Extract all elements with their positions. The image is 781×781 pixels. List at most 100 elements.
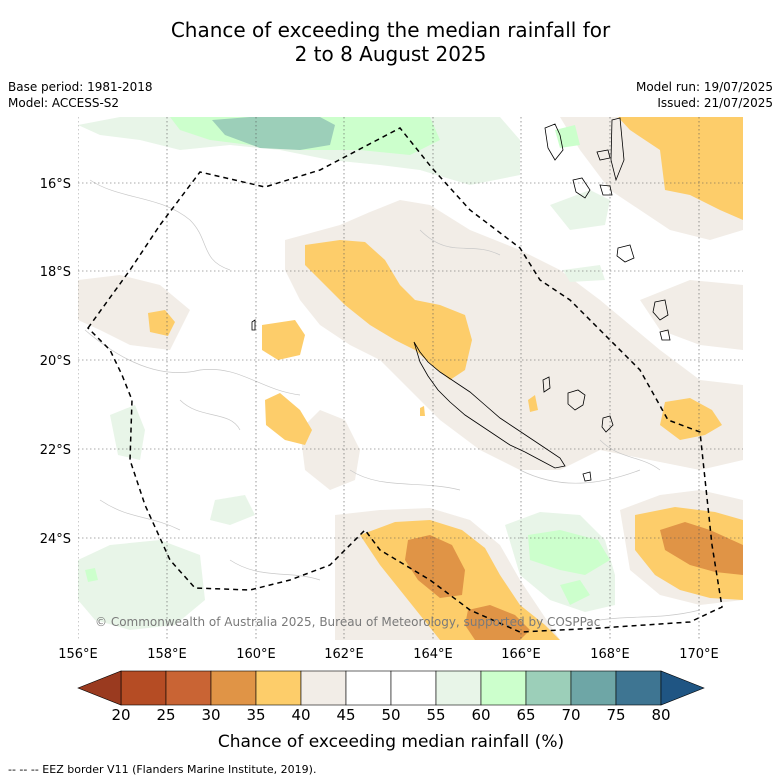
isle-of-pines	[582, 471, 592, 482]
colorbar-tick-label: 60	[471, 706, 490, 724]
colorbar-tick-label: 25	[156, 706, 175, 724]
gridlines	[78, 117, 743, 640]
colorbar-swatch	[120, 670, 167, 706]
vanuatu-small-island	[659, 329, 671, 341]
colorbar-tick-label: 70	[561, 706, 580, 724]
eez-footnote: -- -- -- EEZ border V11 (Flanders Marine…	[8, 763, 317, 776]
colorbar-swatch	[345, 670, 392, 706]
loyalty-island-ouvea	[542, 376, 551, 393]
colorbar-tick-label: 30	[201, 706, 220, 724]
orange-region-east-upper	[618, 117, 743, 220]
beige-region-east-mid	[640, 280, 743, 350]
colorbar-tick-label: 35	[246, 706, 265, 724]
dark-orange-region-south-bottom	[465, 605, 530, 640]
lon-label-168e: 168°E	[590, 647, 630, 662]
copyright-text: © Commonwealth of Australia 2025, Bureau…	[95, 615, 600, 629]
colorbar-swatch	[165, 670, 212, 706]
beige-region-middle-small	[300, 410, 360, 490]
base-period-text: Base period: 1981-2018	[8, 80, 153, 94]
colorbar-swatch	[300, 670, 347, 706]
colorbar-over-arrow	[660, 670, 705, 706]
colorbar-tick-label: 50	[381, 706, 400, 724]
latitude-labels: 16°S 18°S 20°S 22°S 24°S	[40, 177, 71, 547]
colorbar-swatch	[435, 670, 482, 706]
colorbar-tick-label: 20	[111, 706, 130, 724]
contour-lines	[84, 179, 701, 621]
colorbar-tick-labels: 20 25 30 35 40 45 50 55 60 65 70 75 80	[111, 706, 670, 724]
dark-orange-region-south	[405, 535, 465, 598]
light-green-small-south	[560, 580, 590, 605]
colorbar-tick-label: 65	[516, 706, 535, 724]
chesterfield-island	[251, 319, 256, 331]
colorbar-title: Chance of exceeding median rainfall (%)	[218, 732, 564, 752]
green-region-far-east	[563, 265, 605, 282]
teal-region-north	[212, 117, 335, 150]
lat-label-22s: 22°S	[40, 443, 71, 458]
new-caledonia-coastline	[413, 341, 566, 469]
colorbar-swatch	[615, 670, 662, 706]
orange-region-east-mid	[660, 398, 722, 440]
lat-label-20s: 20°S	[40, 354, 71, 369]
lon-label-162e: 162°E	[324, 647, 364, 662]
colorbar-boxes	[120, 670, 662, 706]
orange-region-mid-left	[262, 320, 305, 360]
green-region-east-small	[550, 190, 610, 230]
lon-label-170e: 170°E	[679, 647, 719, 662]
green-region-southwest-small	[210, 495, 255, 525]
lat-label-16s: 16°S	[40, 177, 71, 192]
colorbar-swatch	[525, 670, 572, 706]
colorbar-tick-label: 45	[336, 706, 355, 724]
light-green-small-west	[85, 568, 98, 582]
model-run-text: Model run: 19/07/2025	[635, 80, 773, 94]
vanuatu-island-b	[610, 117, 625, 182]
probability-30-35-regions	[405, 522, 743, 640]
colorbar-tick-label: 75	[606, 706, 625, 724]
meta-left: Base period: 1981-2018 Model: ACCESS-S2	[8, 79, 153, 111]
model-text: Model: ACCESS-S2	[8, 96, 120, 110]
title-line-1: Chance of exceeding the median rainfall …	[170, 18, 611, 42]
green-region-southwest	[78, 540, 205, 630]
lon-label-164e: 164°E	[413, 647, 453, 662]
orange-region-lower-left	[265, 393, 312, 445]
orange-region-west-small	[148, 310, 175, 336]
green-region-west-lower	[110, 405, 145, 460]
light-green-region-south	[528, 530, 610, 575]
orange-region-central	[305, 240, 472, 380]
eez-border	[87, 127, 723, 633]
loyalty-island-lifou	[567, 389, 586, 411]
rainfall-map: © Commonwealth of Australia 2025, Bureau…	[78, 117, 743, 640]
colorbar-swatch	[570, 670, 617, 706]
meta-right: Model run: 19/07/2025 Issued: 21/07/2025	[636, 79, 773, 111]
colorbar: 20 25 30 35 40 45 50 55 60 65 70 75 80 Chance of exc…	[77, 670, 705, 752]
coastlines	[251, 117, 671, 482]
orange-region-tiny	[420, 406, 425, 416]
lon-label-166e: 166°E	[501, 647, 541, 662]
lat-label-24s: 24°S	[40, 532, 71, 547]
beige-region-central	[285, 200, 743, 470]
colorbar-tick-label: 55	[426, 706, 445, 724]
lon-label-158e: 158°E	[147, 647, 187, 662]
chart-title: Chance of exceeding the median rainfall …	[0, 18, 781, 66]
title-line-2: 2 to 8 August 2025	[294, 42, 487, 66]
issued-text: Issued: 21/07/2025	[657, 96, 773, 110]
longitude-labels: 156°E 158°E 160°E 162°E 164°E 166°E 168°…	[58, 647, 719, 662]
colorbar-tick-label: 80	[651, 706, 670, 724]
vanuatu-island-c	[599, 184, 613, 196]
colorbar-tick-label: 40	[291, 706, 310, 724]
colorbar-under-arrow	[77, 670, 122, 706]
lon-label-156e: 156°E	[58, 647, 98, 662]
vanuatu-efate	[616, 244, 635, 263]
probability-65-70-regions	[212, 117, 335, 150]
vanuatu-malakula	[572, 177, 591, 199]
vanuatu-espiritu-santo	[544, 123, 564, 161]
vanuatu-southern-island	[652, 299, 669, 321]
orange-region-small-east	[528, 395, 538, 412]
colorbar-swatch	[210, 670, 257, 706]
dark-orange-region-southeast	[660, 522, 743, 575]
colorbar-swatch	[480, 670, 527, 706]
loyalty-island-mare	[601, 415, 614, 433]
colorbar-swatch	[255, 670, 302, 706]
lon-label-160e: 160°E	[236, 647, 276, 662]
lat-label-18s: 18°S	[40, 265, 71, 280]
